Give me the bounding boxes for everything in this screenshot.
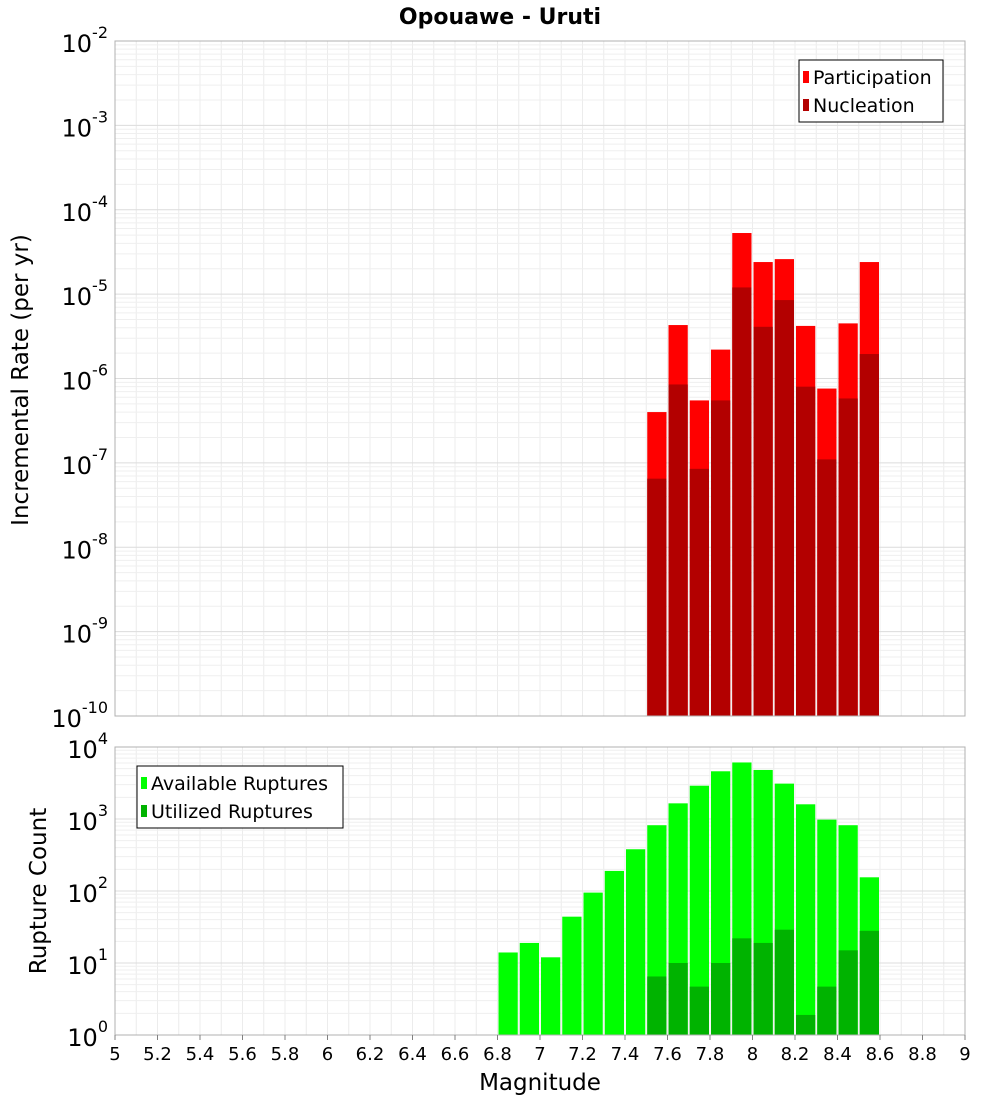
rupture-count-panel: 100 101 102 103 104 Available Ruptures Utilize… [67,729,970,1065]
rate-bar-series2 [796,386,816,716]
count-bar-series2 [711,963,731,1035]
count-legend-label: Utilized Ruptures [151,801,313,823]
x-tick-label: 5.8 [271,1044,300,1065]
x-tick-label: 6 [322,1044,333,1065]
rate-legend-swatch [803,99,809,111]
x-tick-label: 7 [534,1044,545,1065]
x-tick-label: 5.2 [143,1044,172,1065]
x-tick-label: 6.6 [441,1044,470,1065]
rate-bar-series2 [838,398,858,716]
count-y-tick-label: 100 [67,1017,108,1052]
chart-title: Opouawe - Uruti [399,5,601,30]
rate-bar-series2 [668,384,688,716]
x-tick-label: 7.2 [568,1044,597,1065]
count-bar-series2 [689,986,709,1035]
rate-y-tick-label: 10-6 [62,361,109,396]
x-axis-label: Magnitude [479,1070,601,1096]
rate-y-tick-label: 10-8 [62,529,109,564]
rate-legend-label: Nucleation [813,95,915,117]
count-bar-series2 [753,942,773,1035]
x-tick-label: 6.4 [398,1044,427,1065]
rate-legend [798,59,944,123]
count-y-tick-label: 101 [67,945,108,980]
rate-bar-series2 [753,326,773,716]
count-bar-series1 [583,892,603,1035]
count-bar-series1 [541,957,561,1035]
count-bar-series1 [817,819,837,1035]
rate-y-tick-label: 10-10 [51,698,108,733]
rate-bar-series2 [732,287,752,716]
rate-y-tick-label: 10-4 [62,192,109,227]
count-bar-series2 [859,930,879,1035]
x-tick-label: 8.2 [781,1044,810,1065]
count-y-axis-label: Rupture Count [26,808,52,974]
count-bar-series2 [796,1014,816,1035]
rate-y-tick-label: 10-3 [62,107,109,142]
rate-y-tick-label: 10-9 [62,614,109,649]
count-bar-series1 [498,952,518,1035]
rate-y-tick-label: 10-7 [62,445,109,480]
rate-legend-label: Participation [813,67,932,89]
count-bar-series2 [732,938,752,1035]
rate-bar-series2 [859,354,879,716]
count-bar-series2 [817,986,837,1035]
x-tick-label: 8.8 [908,1044,937,1065]
count-bar-series1 [689,785,709,1035]
count-legend-swatch [141,805,147,817]
count-bar-series1 [519,942,539,1035]
x-tick-label: 5.4 [186,1044,215,1065]
rate-y-axis-label: Incremental Rate (per yr) [8,234,34,526]
count-legend-swatch [141,777,147,789]
rate-bar-series2 [647,478,667,716]
count-legend [136,765,344,829]
rate-bar-series2 [774,300,794,716]
x-tick-label: 6.8 [483,1044,512,1065]
count-y-tick-label: 104 [67,729,108,764]
count-legend-label: Available Ruptures [151,773,328,795]
count-bar-series2 [668,963,688,1035]
rate-y-tick-label: 10-5 [62,276,109,311]
x-tick-label: 8.4 [823,1044,852,1065]
count-bar-series2 [774,929,794,1035]
count-y-tick-label: 102 [67,873,108,908]
x-tick-label: 6.2 [356,1044,385,1065]
rate-bar-series2 [689,468,709,716]
rate-legend-swatch [803,71,809,83]
x-tick-label: 7.8 [696,1044,725,1065]
count-bar-series2 [838,950,858,1035]
rate-bar-series2 [817,459,837,716]
count-bar-series1 [604,870,624,1035]
count-bar-series1 [796,804,816,1035]
count-bar-series1 [562,916,582,1035]
x-tick-label: 8 [747,1044,758,1065]
x-tick-label: 9 [959,1044,970,1065]
rate-y-tick-label: 10-2 [62,23,109,58]
x-tick-label: 7.4 [611,1044,640,1065]
rate-panel: 10-10 10-9 10-8 10-7 10-6 10-5 10-4 10-3 10-2 Par… [51,23,966,733]
x-tick-label: 5 [109,1044,120,1065]
rate-plot-border [114,40,966,717]
x-tick-label: 5.6 [228,1044,257,1065]
x-tick-label: 8.6 [866,1044,895,1065]
count-bar-series1 [626,849,646,1035]
x-tick-label: 7.6 [653,1044,682,1065]
count-y-tick-label: 103 [67,801,108,836]
rate-bar-series2 [711,400,731,716]
count-bar-series2 [647,976,667,1035]
